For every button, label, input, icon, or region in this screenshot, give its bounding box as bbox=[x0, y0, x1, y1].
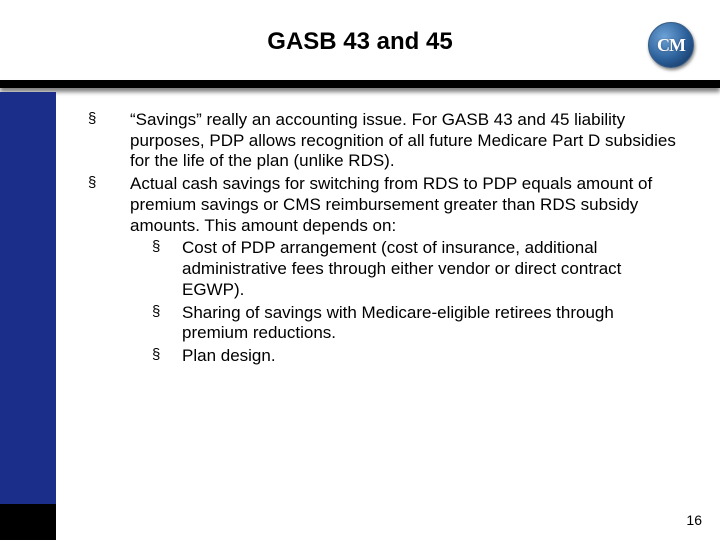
sub-bullet-list: § Cost of PDP arrangement (cost of insur… bbox=[130, 238, 684, 366]
sub-bullet-text: Sharing of savings with Medicare-eligibl… bbox=[182, 303, 684, 344]
logo-text: CM bbox=[657, 35, 685, 56]
left-sidebar-bottom bbox=[0, 504, 56, 540]
bullet-marker-icon: § bbox=[84, 110, 130, 172]
sub-bullet-item: § Cost of PDP arrangement (cost of insur… bbox=[130, 238, 684, 300]
header-divider bbox=[0, 80, 720, 88]
bullet-marker-icon: § bbox=[130, 303, 182, 344]
logo: CM bbox=[648, 22, 696, 70]
sub-bullet-text: Cost of PDP arrangement (cost of insuran… bbox=[182, 238, 684, 300]
content-area: § “Savings” really an accounting issue. … bbox=[84, 110, 684, 369]
bullet-text: “Savings” really an accounting issue. Fo… bbox=[130, 110, 684, 172]
sub-bullet-text: Plan design. bbox=[182, 346, 684, 367]
sub-bullet-item: § Plan design. bbox=[130, 346, 684, 367]
sub-bullet-item: § Sharing of savings with Medicare-eligi… bbox=[130, 303, 684, 344]
bullet-item: § Actual cash savings for switching from… bbox=[84, 174, 684, 236]
bullet-marker-icon: § bbox=[130, 346, 182, 367]
slide-container: GASB 43 and 45 CM § “Savings” really an … bbox=[0, 0, 720, 540]
bullet-text: Actual cash savings for switching from R… bbox=[130, 174, 684, 236]
bullet-item: § “Savings” really an accounting issue. … bbox=[84, 110, 684, 172]
logo-circle: CM bbox=[648, 22, 694, 68]
title-area: GASB 43 and 45 bbox=[0, 28, 720, 56]
page-number: 16 bbox=[686, 512, 702, 528]
left-sidebar bbox=[0, 92, 56, 504]
bullet-marker-icon: § bbox=[84, 174, 130, 236]
bullet-marker-icon: § bbox=[130, 238, 182, 300]
slide-title: GASB 43 and 45 bbox=[267, 28, 452, 56]
